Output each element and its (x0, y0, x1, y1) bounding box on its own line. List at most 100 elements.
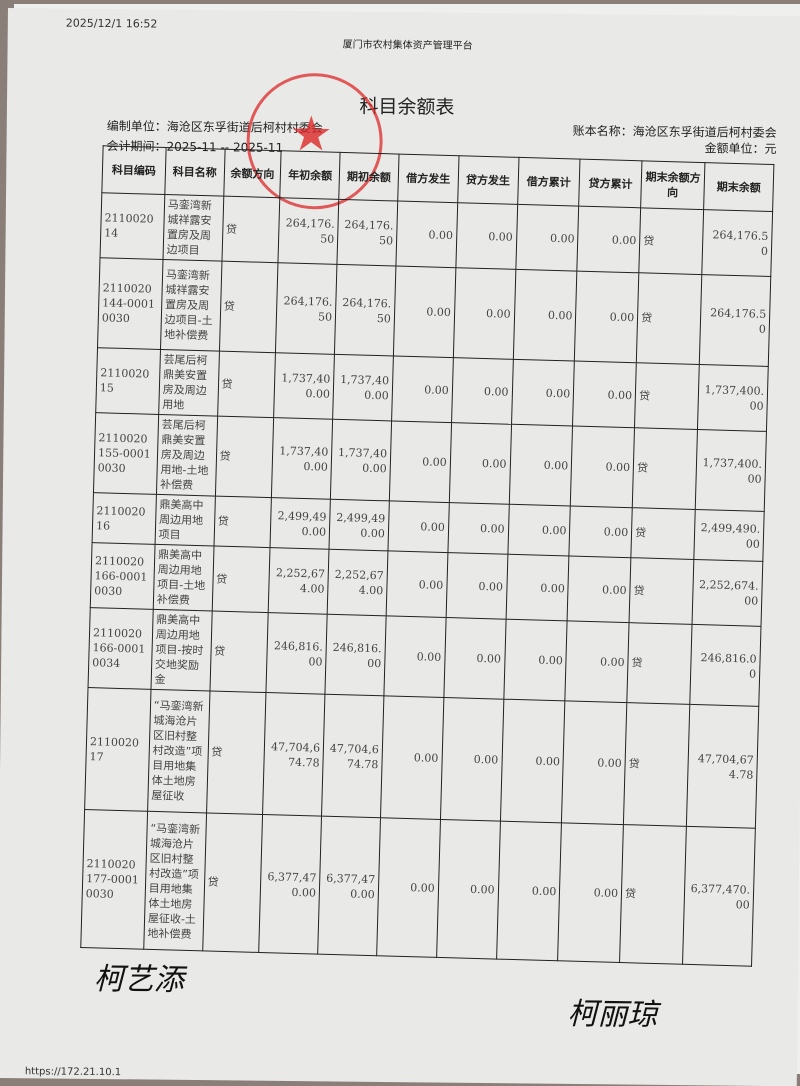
credit-amount: 0.00 (447, 502, 509, 555)
account-name: 马銮湾新城祥露安置房及周边项目 (162, 194, 224, 262)
balance-direction: 贷 (221, 196, 281, 263)
opening-year-balance: 2,499,490.00 (270, 497, 331, 550)
credit-cumulative: 0.00 (561, 700, 627, 825)
column-header: 借方累计 (517, 157, 581, 207)
balance-direction: 贷 (219, 261, 279, 353)
closing-direction: 贷 (629, 557, 694, 625)
signature-left: 柯艺添 (93, 961, 185, 998)
debit-amount: 0.00 (380, 695, 444, 820)
account-name: 马銮湾新城祥露安置房及周边项目-土地补偿费 (160, 259, 222, 352)
table-row: 2110020177-00010030 “马銮湾新城海沧片区旧村整村改造”项目用地… (80, 809, 756, 967)
account-name: 鼎美高中周边用地项目-土地补偿费 (153, 544, 214, 612)
closing-balance: 2,252,674.00 (692, 559, 763, 627)
credit-amount: 0.00 (451, 357, 513, 425)
opening-period-balance: 1,737,400.00 (330, 419, 392, 501)
credit-amount: 0.00 (455, 202, 518, 270)
credit-amount: 0.00 (443, 617, 506, 700)
column-header: 科目编码 (101, 145, 166, 195)
opening-year-balance: 2,252,674.00 (268, 547, 330, 615)
opening-period-balance: 264,176.50 (334, 264, 396, 356)
balance-direction: 贷 (213, 496, 272, 548)
balance-direction: 贷 (215, 416, 274, 498)
opening-period-balance: 246,816.00 (325, 614, 387, 696)
opening-period-balance: 2,252,674.00 (327, 549, 388, 616)
closing-direction: 贷 (619, 824, 687, 965)
opening-period-balance: 47,704,674.78 (321, 694, 384, 818)
debit-cumulative: 0.00 (503, 619, 568, 701)
column-header: 贷方发生 (457, 155, 519, 205)
signature-right: 柯丽琼 (567, 996, 658, 1033)
platform-name: 厦门市农村集体资产管理平台 (342, 39, 473, 52)
closing-direction: 贷 (623, 702, 690, 827)
opening-year-balance: 264,176.50 (278, 197, 339, 265)
account-name: “马銮湾新城海沧片区旧村整村改造”项目用地集体土地房屋征收 (147, 689, 210, 813)
column-header: 余额方向 (223, 149, 282, 198)
account-code: 2110020166-00010030 (90, 542, 155, 610)
account-code: 211002016 (92, 492, 157, 545)
debit-amount: 0.00 (383, 615, 446, 698)
account-name: 芸尾后柯鼎美安置房及周边用地 (158, 349, 220, 417)
closing-direction: 贷 (636, 272, 702, 365)
account-code: 211002015 (95, 347, 161, 415)
closing-balance: 2,499,490.00 (693, 509, 765, 562)
debit-amount: 0.00 (393, 266, 456, 358)
credit-amount: 0.00 (445, 552, 508, 620)
credit-cumulative: 0.00 (572, 361, 637, 428)
account-code: 2110020166-00010034 (88, 607, 154, 690)
balance-direction: 贷 (209, 611, 269, 693)
print-timestamp: 2025/12/1 16:52 (65, 16, 158, 31)
account-name: “马銮湾新城海沧片区旧村整村改造”项目用地集体土地房屋征收-土地补偿费 (143, 811, 207, 951)
credit-amount: 0.00 (440, 697, 504, 822)
closing-direction: 贷 (638, 207, 704, 275)
column-header: 科目名称 (164, 147, 225, 197)
column-header: 年初余额 (280, 150, 341, 200)
account-name: 芸尾后柯鼎美安置房及周边用地-土地补偿费 (156, 414, 218, 497)
closing-balance: 1,737,400.00 (695, 429, 767, 512)
opening-year-balance: 1,737,400.00 (273, 352, 335, 420)
opening-year-balance: 47,704,674.78 (262, 692, 326, 817)
debit-amount: 0.00 (389, 420, 452, 503)
credit-cumulative: 0.00 (557, 822, 624, 963)
account-code: 2110020155-00010030 (93, 412, 159, 495)
closing-direction: 贷 (626, 622, 693, 705)
credit-cumulative: 0.00 (569, 505, 633, 558)
column-header: 期初余额 (338, 152, 399, 202)
column-header: 借方发生 (397, 154, 459, 203)
debit-cumulative: 0.00 (511, 359, 575, 427)
debit-amount: 0.00 (395, 201, 458, 268)
debit-amount: 0.00 (387, 500, 450, 553)
column-header: 期末余额 (703, 162, 774, 212)
debit-cumulative: 0.00 (505, 554, 570, 621)
currency-unit: 金额单位：元 (704, 141, 777, 157)
column-header: 贷方累计 (579, 159, 643, 208)
opening-period-balance: 264,176.50 (337, 199, 398, 267)
closing-balance: 264,176.50 (699, 274, 771, 367)
document-page: 2025/12/1 16:52 厦门市农村集体资产管理平台 科目余额表 编制单位… (0, 8, 800, 1086)
column-header: 期末余额方向 (640, 160, 705, 210)
balance-direction: 贷 (211, 546, 271, 613)
opening-year-balance: 6,377,470.00 (259, 814, 322, 955)
account-code: 211002014 (100, 192, 165, 260)
account-code: 2110020177-00010030 (80, 809, 148, 950)
page-url: https://172.21.10.1 (24, 1066, 122, 1079)
credit-amount: 0.00 (449, 422, 512, 505)
account-code: 2110020144-00010030 (97, 257, 163, 350)
opening-year-balance: 246,816.00 (266, 612, 328, 695)
table-row: 211002017 “马銮湾新城海沧片区旧村整村改造”项目用地集体土地房屋征收 贷 4… (84, 687, 759, 829)
debit-cumulative: 0.00 (496, 821, 562, 961)
opening-year-balance: 1,737,400.00 (271, 417, 333, 500)
closing-balance: 264,176.50 (701, 209, 773, 277)
balance-direction: 贷 (202, 812, 263, 953)
debit-cumulative: 0.00 (499, 699, 566, 823)
balance-direction: 贷 (217, 351, 276, 418)
credit-cumulative: 0.00 (574, 271, 639, 363)
credit-cumulative: 0.00 (567, 555, 632, 623)
debit-cumulative: 0.00 (508, 424, 573, 506)
account-code: 211002017 (84, 687, 151, 812)
closing-direction: 贷 (631, 507, 696, 560)
opening-year-balance: 264,176.50 (275, 262, 338, 355)
closing-balance: 246,816.00 (689, 624, 761, 707)
opening-period-balance: 2,499,490.00 (329, 499, 390, 551)
debit-cumulative: 0.00 (512, 269, 578, 362)
closing-direction: 贷 (634, 362, 700, 430)
